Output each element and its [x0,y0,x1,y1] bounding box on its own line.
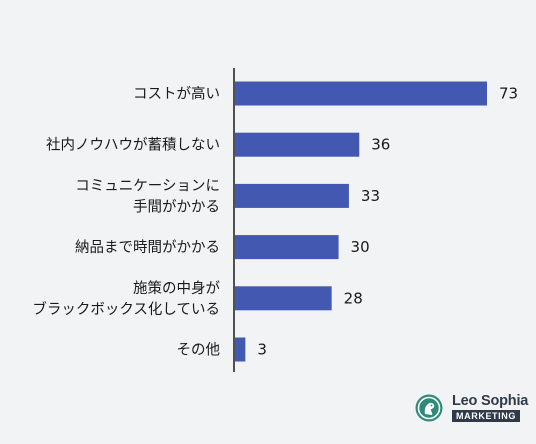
category-label-line: その他 [177,342,221,359]
brand-name: Leo Sophia [452,393,529,409]
bar-0 [235,81,487,106]
category-label-1: 社内ノウハウが蓄積しない [46,137,220,154]
value-label-5: 3 [257,341,267,359]
bar-4 [235,286,332,311]
category-label-line: 手間がかかる [133,198,220,215]
bar-3 [235,235,339,260]
brand-subtitle: MARKETING [452,410,520,422]
value-labels: 73 36 33 30 28 3 [257,85,518,359]
lion-emblem-icon [415,394,443,422]
category-labels: コストが高い社内ノウハウが蓄積しないコミュニケーションに手間がかかる納品まで時間… [32,86,220,359]
category-label-5: その他 [177,342,221,359]
value-label-1: 36 [371,136,390,154]
value-label-3: 30 [351,238,370,256]
category-label-line: 施策の中身が [133,280,220,297]
category-label-line: コミュニケーションに [75,177,220,194]
value-label-4: 28 [344,289,363,307]
value-label-2: 33 [361,187,380,205]
category-label-3: 納品まで時間がかかる [75,239,220,256]
bars [235,81,487,362]
value-label-0: 73 [499,85,518,103]
category-label-line: ブラックボックス化している [32,300,220,318]
category-label-line: 納品まで時間がかかる [75,239,220,256]
category-label-line: コストが高い [133,86,220,103]
brand-logo [414,391,534,429]
category-label-line: 社内ノウハウが蓄積しない [46,137,220,154]
bar-1 [235,132,360,157]
bar-2 [235,183,349,208]
category-label-2: コミュニケーションに手間がかかる [75,177,220,215]
category-label-4: 施策の中身がブラックボックス化している [32,280,220,318]
bar-5 [235,337,246,362]
category-label-0: コストが高い [133,86,220,103]
